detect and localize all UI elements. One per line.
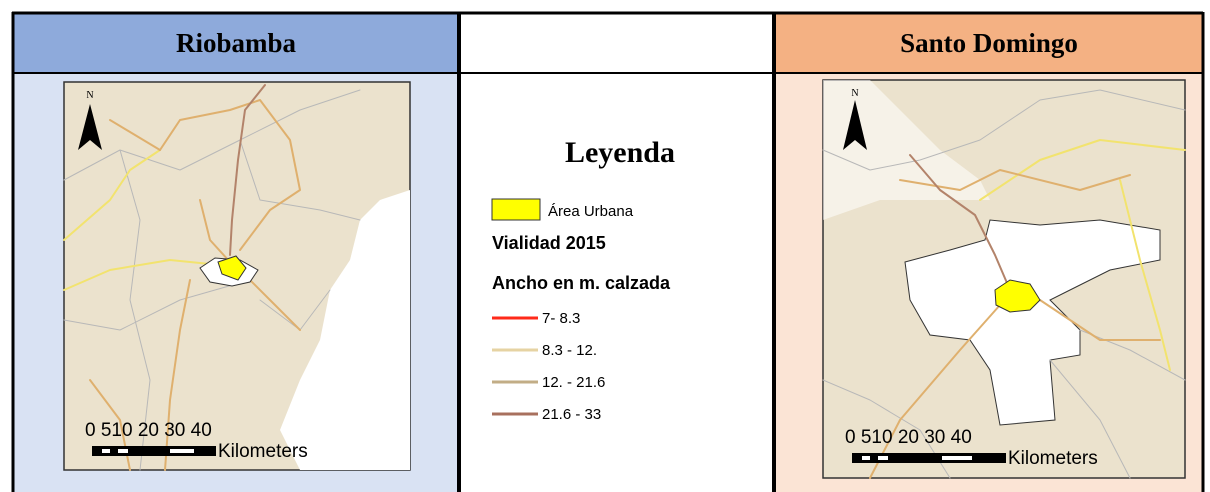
scale-unit: Kilometers [218, 441, 308, 462]
scale-unit: Kilometers [1008, 448, 1098, 469]
panel-title: Riobamba [176, 28, 297, 58]
legend-label: 8.3 - 12. [542, 342, 597, 359]
legend-title: Leyenda [565, 136, 675, 169]
panel-title: Santo Domingo [900, 28, 1078, 58]
table-borders [11, 11, 1205, 492]
legend-label: 7- 8.3 [542, 310, 580, 327]
scale-labels: 0 510 20 30 40 [85, 420, 212, 441]
header-bg [775, 12, 1203, 73]
scale-bar [92, 446, 216, 456]
header-bg [12, 12, 459, 73]
legend-label: 12. - 21.6 [542, 374, 605, 391]
legend-label: 21.6 - 33 [542, 406, 601, 423]
legend-subheading: Ancho en m. calzada [492, 273, 671, 293]
urban-swatch [491, 198, 541, 221]
scale-labels: 0 510 20 30 40 [845, 427, 972, 448]
urban-label: Área Urbana [548, 203, 634, 220]
legend: Leyenda Área Urbana Vialidad 2015 Ancho … [491, 136, 675, 423]
map: N 0 510 20 30 40 Kilometers [822, 79, 1186, 479]
north-label: N [86, 90, 93, 101]
scale-bar [852, 453, 1006, 463]
legend-heading: Vialidad 2015 [492, 233, 606, 253]
north-label: N [851, 88, 858, 99]
map: N 0 510 20 30 40 Kilometers [63, 81, 411, 471]
